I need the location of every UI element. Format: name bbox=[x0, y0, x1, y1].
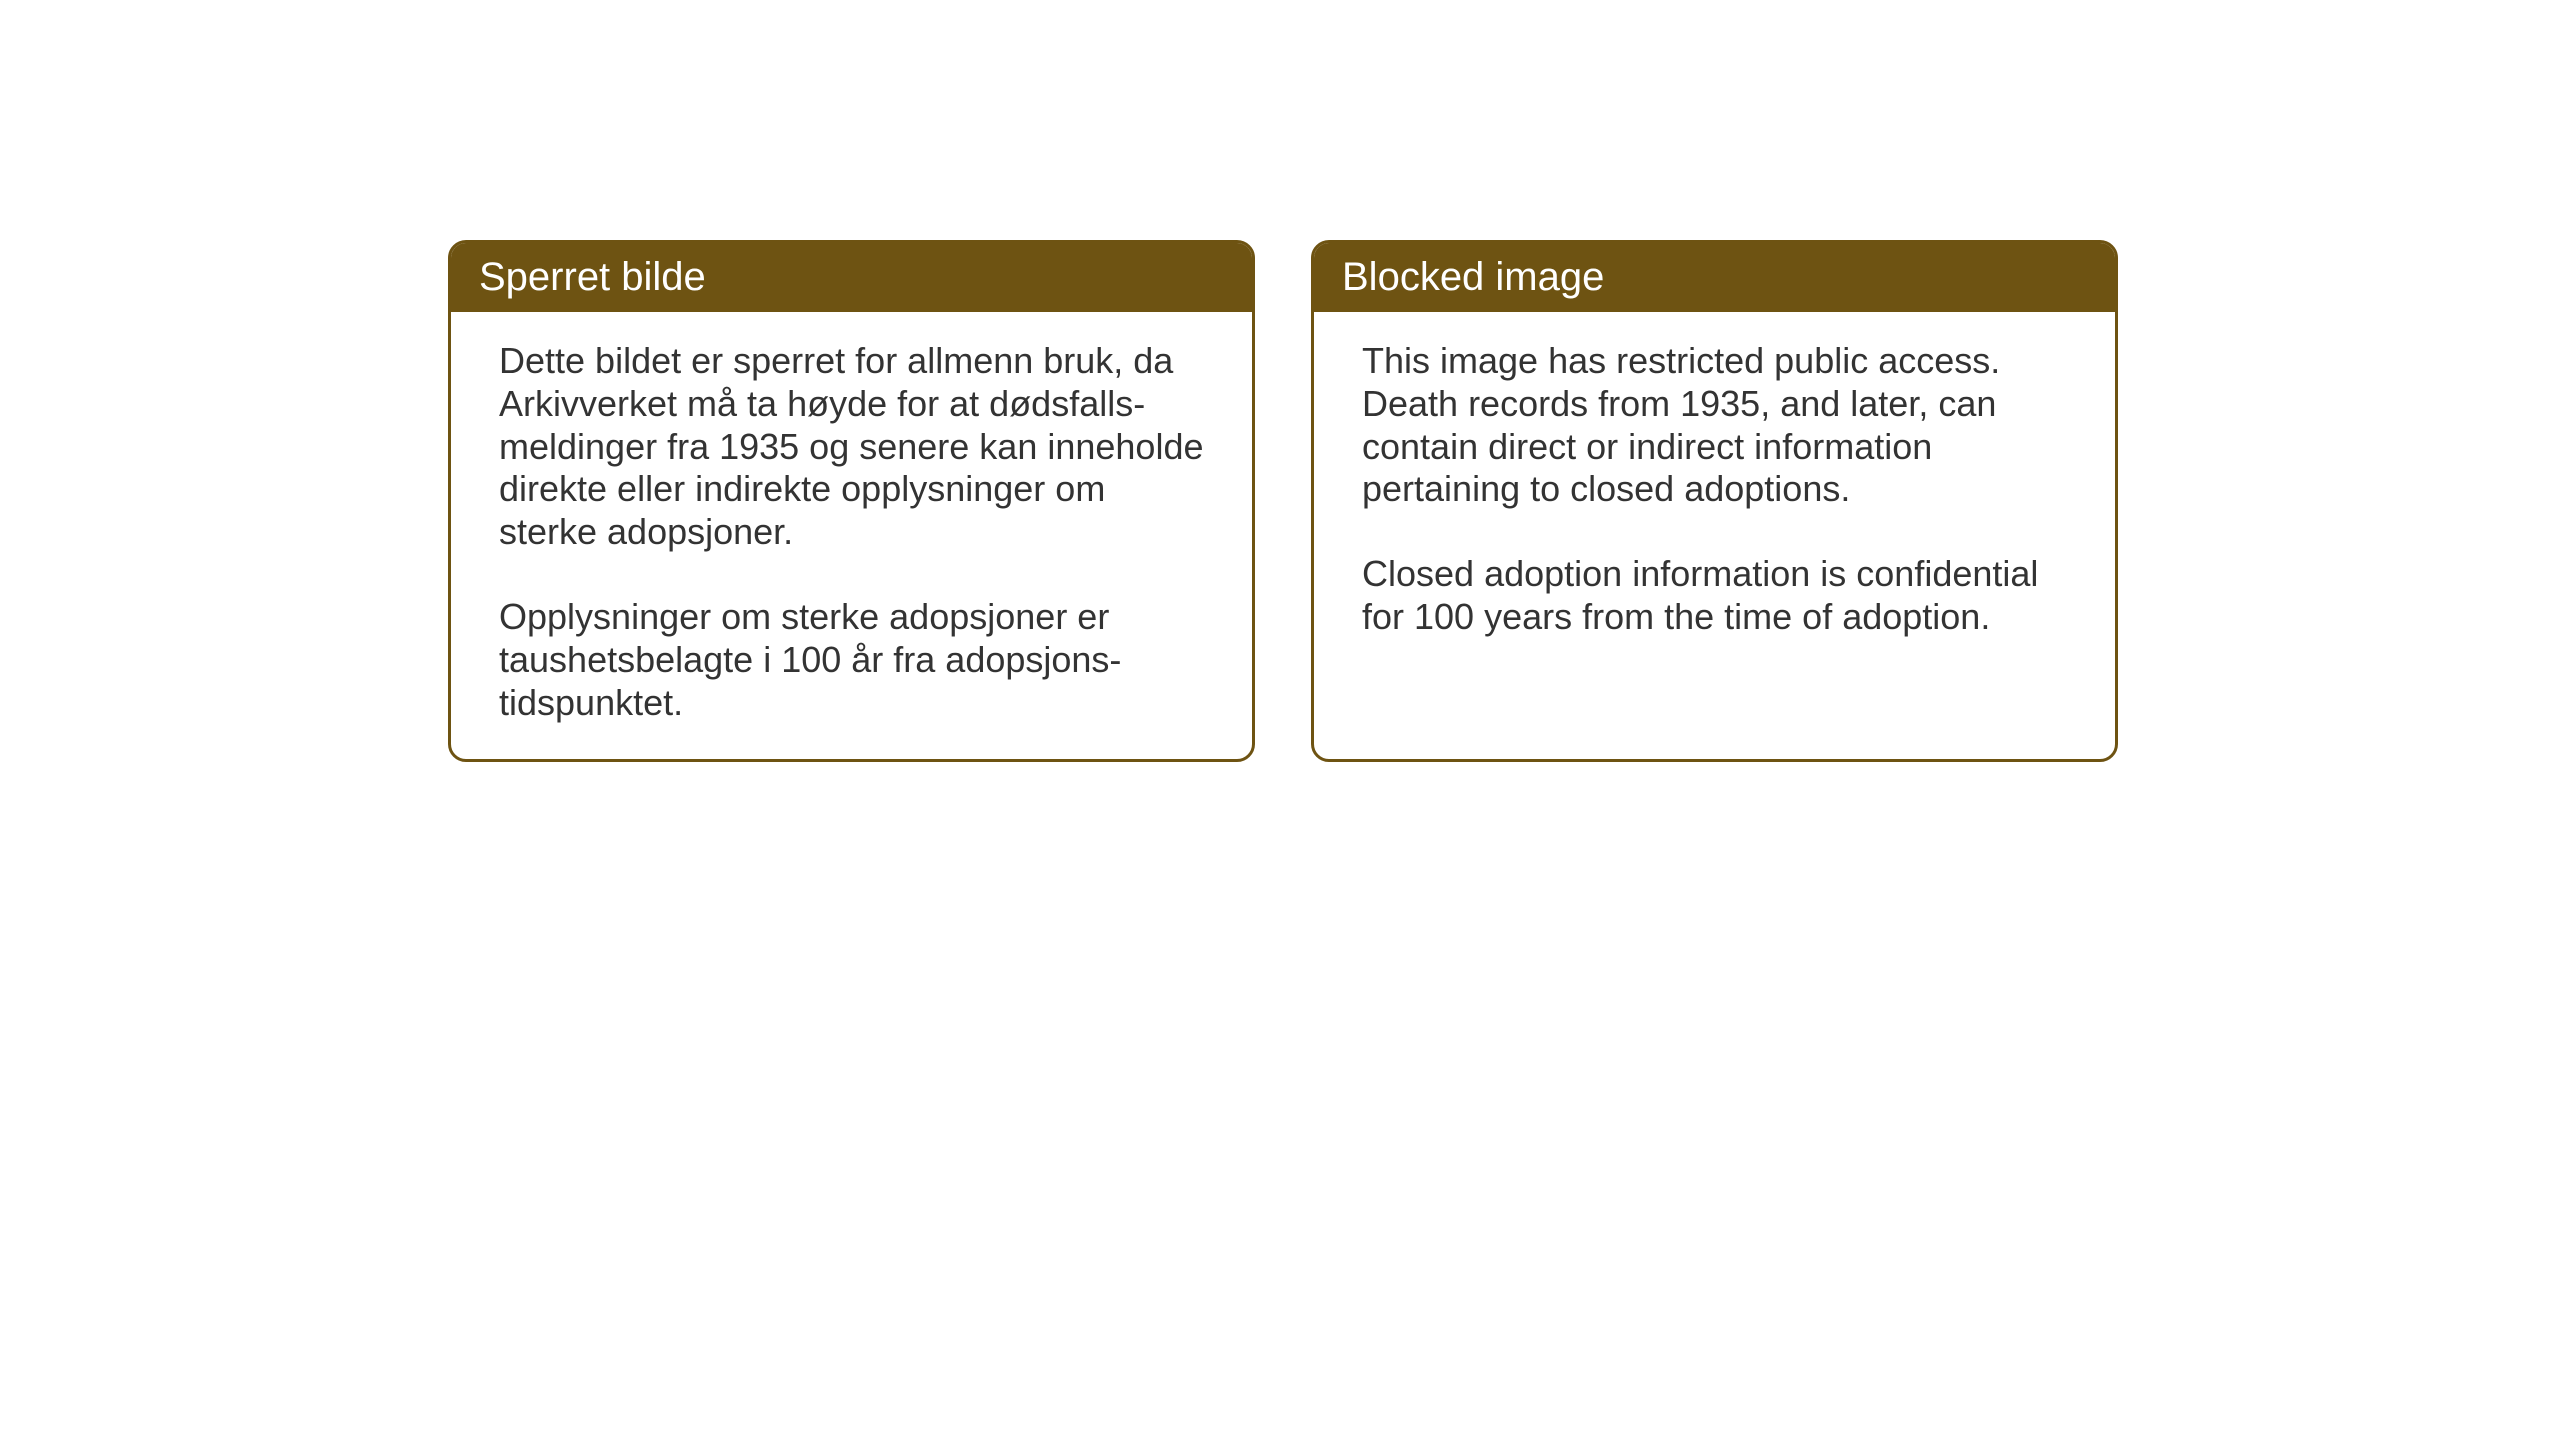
notice-paragraph: This image has restricted public access.… bbox=[1362, 340, 2067, 511]
notice-body-norwegian: Dette bildet er sperret for allmenn bruk… bbox=[451, 312, 1252, 759]
notice-box-norwegian: Sperret bilde Dette bildet er sperret fo… bbox=[448, 240, 1255, 762]
notice-container: Sperret bilde Dette bildet er sperret fo… bbox=[448, 240, 2118, 762]
notice-paragraph: Opplysninger om sterke adopsjoner er tau… bbox=[499, 596, 1204, 724]
notice-header-norwegian: Sperret bilde bbox=[451, 243, 1252, 312]
notice-paragraph: Dette bildet er sperret for allmenn bruk… bbox=[499, 340, 1204, 554]
notice-box-english: Blocked image This image has restricted … bbox=[1311, 240, 2118, 762]
notice-paragraph: Closed adoption information is confident… bbox=[1362, 553, 2067, 639]
notice-title: Blocked image bbox=[1342, 255, 1604, 299]
notice-title: Sperret bilde bbox=[479, 255, 706, 299]
notice-header-english: Blocked image bbox=[1314, 243, 2115, 312]
notice-body-english: This image has restricted public access.… bbox=[1314, 312, 2115, 673]
